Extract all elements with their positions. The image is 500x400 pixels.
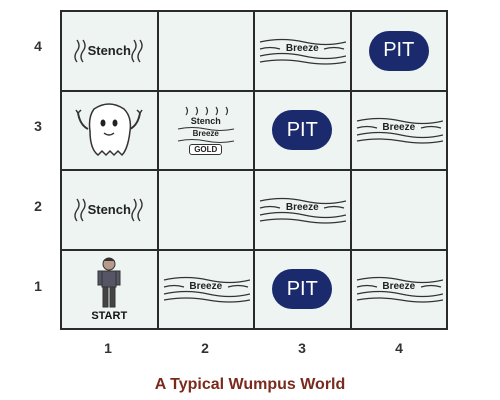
breeze-label: Breeze	[189, 281, 223, 293]
cell-1-4: Stench	[62, 12, 157, 90]
cell-2-4	[158, 12, 253, 90]
stench-wave-icon	[131, 198, 143, 222]
breeze-label: Breeze	[382, 281, 416, 293]
breeze-indicator: Breeze	[258, 36, 347, 66]
cell-2-2	[158, 171, 253, 249]
cell-4-4: PIT	[351, 12, 446, 90]
cell-1-2: Stench	[62, 171, 157, 249]
wumpus-grid: Stench Breeze PIT Stench Breeze	[60, 10, 448, 330]
cell-3-2: Breeze	[255, 171, 350, 249]
breeze-indicator: Breeze	[176, 126, 236, 144]
breeze-wave-icon	[356, 118, 443, 144]
pit: PIT	[272, 269, 333, 310]
stench-label: Stench	[190, 115, 221, 126]
wumpus-icon	[75, 103, 143, 157]
col-label-1: 1	[104, 340, 112, 356]
breeze-indicator: Breeze	[355, 274, 443, 304]
cell-2-1: Breeze	[158, 250, 253, 328]
col-label-2: 2	[201, 340, 209, 356]
row-label-1: 1	[34, 278, 42, 294]
stench-wave-icon	[73, 198, 86, 222]
breeze-wave-icon	[177, 126, 234, 143]
cell-3-4: Breeze	[255, 12, 350, 90]
breeze-wave-icon	[260, 197, 347, 224]
cell-4-1: Breeze	[351, 250, 446, 328]
breeze-label: Breeze	[382, 122, 416, 134]
stench-indicator: Stench	[73, 38, 145, 64]
col-label-3: 3	[298, 340, 306, 356]
start-label: START	[91, 310, 128, 323]
diagram-caption: A Typical Wumpus World	[154, 376, 346, 393]
breeze-indicator: Breeze	[355, 115, 443, 145]
breeze-wave-icon	[260, 38, 347, 65]
cell-1-3	[62, 91, 157, 169]
col-label-4: 4	[395, 340, 403, 356]
stench-indicator: Stench	[181, 106, 231, 126]
stench-wave-icon	[185, 106, 228, 116]
breeze-label: Breeze	[285, 42, 319, 54]
cell-3-3: PIT	[255, 91, 350, 169]
breeze-indicator: Breeze	[258, 195, 347, 225]
breeze-indicator: Breeze	[162, 274, 250, 304]
row-label-3: 3	[34, 118, 42, 134]
breeze-wave-icon	[163, 277, 250, 303]
stench-indicator: Stench	[73, 197, 145, 223]
breeze-label: Breeze	[192, 128, 219, 138]
breeze-wave-icon	[356, 277, 443, 303]
cell-4-2	[351, 171, 446, 249]
pit: PIT	[368, 30, 429, 71]
cell-2-3: Stench Breeze GOLD	[158, 91, 253, 169]
row-label-2: 2	[34, 198, 42, 214]
stench-label: Stench	[87, 43, 131, 59]
agent-icon	[97, 257, 121, 308]
cell-3-1: PIT	[255, 250, 350, 328]
stench-label: Stench	[87, 202, 131, 218]
cell-4-3: Breeze	[351, 91, 446, 169]
stench-wave-icon	[73, 39, 86, 63]
pit: PIT	[272, 110, 333, 151]
gold-bar-icon: GOLD	[189, 143, 223, 155]
breeze-label: Breeze	[285, 201, 319, 213]
stench-wave-icon	[131, 39, 143, 63]
cell-1-1: START	[62, 250, 157, 328]
row-label-4: 4	[34, 38, 42, 54]
